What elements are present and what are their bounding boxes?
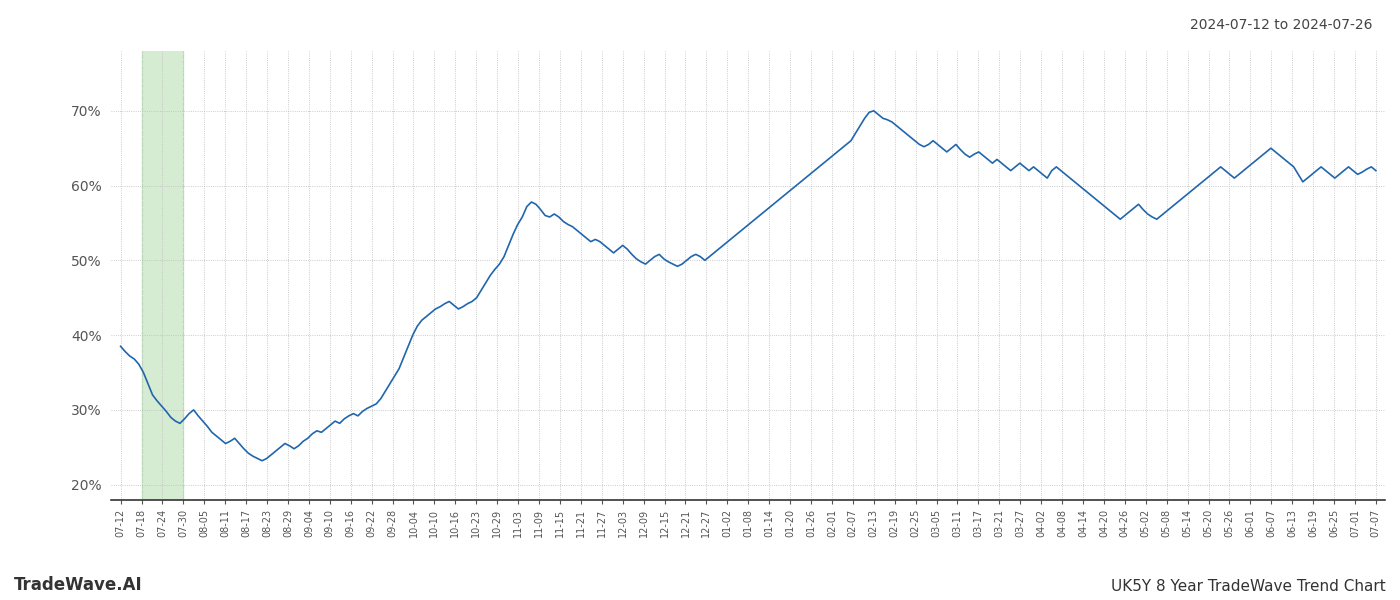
- Bar: [141, 51, 183, 500]
- Text: 2024-07-12 to 2024-07-26: 2024-07-12 to 2024-07-26: [1190, 18, 1372, 32]
- Text: TradeWave.AI: TradeWave.AI: [14, 576, 143, 594]
- Text: UK5Y 8 Year TradeWave Trend Chart: UK5Y 8 Year TradeWave Trend Chart: [1112, 579, 1386, 594]
